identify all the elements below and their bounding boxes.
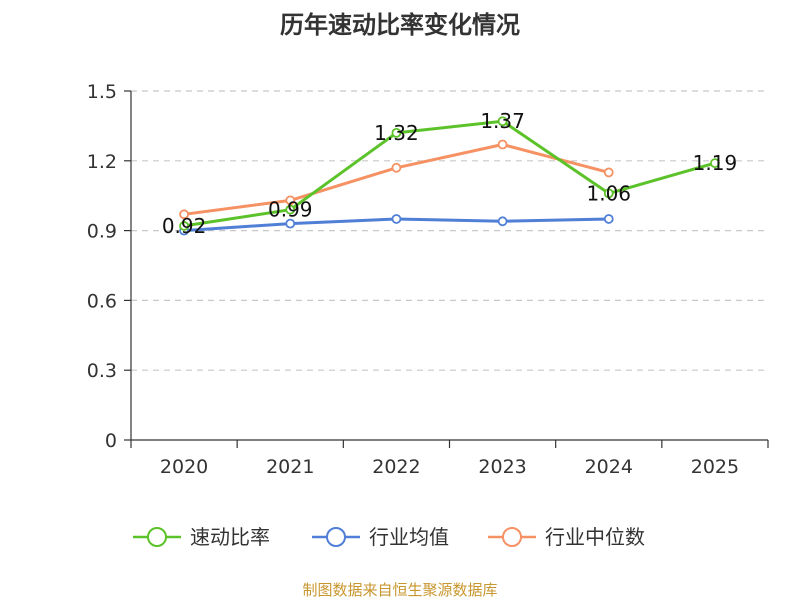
chart-title: 历年速动比率变化情况 xyxy=(280,11,520,39)
y-tick-label: 0.6 xyxy=(87,290,117,312)
data-point xyxy=(285,204,296,215)
x-tick-label: 2020 xyxy=(160,456,208,478)
data-point xyxy=(391,214,402,224)
legend-label: 行业均值 xyxy=(369,525,449,549)
x-tick-label: 2025 xyxy=(691,456,739,478)
data-point xyxy=(179,209,189,220)
x-tick-label: 2022 xyxy=(372,456,420,478)
data-point xyxy=(497,139,508,150)
x-tick-label: 2021 xyxy=(266,456,314,478)
legend-label: 速动比率 xyxy=(190,525,270,549)
data-label: 1.37 xyxy=(480,109,525,133)
data-label: 1.06 xyxy=(586,181,631,205)
legend: 速动比率 行业均值 行业中位数 xyxy=(133,525,645,549)
legend-swatch-marker xyxy=(147,527,167,547)
data-point xyxy=(497,216,508,227)
y-tick-label: 0 xyxy=(105,430,117,452)
series-line-2 xyxy=(183,143,610,216)
source-note: 制图数据来自恒生聚源数据库 xyxy=(302,581,497,599)
x-tick-label: 2023 xyxy=(478,456,526,478)
y-tick-label: 0.9 xyxy=(87,221,117,243)
legend-swatch-marker xyxy=(326,527,346,547)
data-point xyxy=(285,218,296,229)
data-point xyxy=(391,162,402,173)
data-label: 1.32 xyxy=(374,121,419,145)
legend-item: 行业中位数 xyxy=(488,525,645,549)
axes: 0 0.3 0.6 0.9 1.2 1.5 2020 2021 2022 2023 2024 2025 xyxy=(87,81,769,478)
y-tick-label: 0.3 xyxy=(87,360,117,382)
legend-item: 速动比率 xyxy=(133,525,270,549)
legend-swatch-marker xyxy=(502,527,522,547)
gridlines xyxy=(131,90,768,371)
legend-label: 行业中位数 xyxy=(545,525,645,549)
data-point xyxy=(603,167,614,178)
data-point xyxy=(710,158,720,169)
data-label: 0.92 xyxy=(162,214,207,238)
data-point xyxy=(391,127,402,138)
series-layer: 0.92 0.99 1.32 1.37 1.06 1.19 xyxy=(162,109,737,238)
series-line-0 xyxy=(183,119,716,228)
x-tick-label: 2024 xyxy=(585,456,633,478)
data-point xyxy=(603,214,614,224)
legend-item: 行业均值 xyxy=(312,525,449,549)
data-point xyxy=(179,221,189,231)
data-label: 0.99 xyxy=(268,198,313,222)
y-tick-label: 1.2 xyxy=(87,151,117,173)
data-point xyxy=(603,188,614,199)
data-label: 1.19 xyxy=(693,151,738,175)
data-point xyxy=(497,116,508,127)
data-point xyxy=(285,195,296,206)
y-tick-label: 1.5 xyxy=(87,81,117,103)
